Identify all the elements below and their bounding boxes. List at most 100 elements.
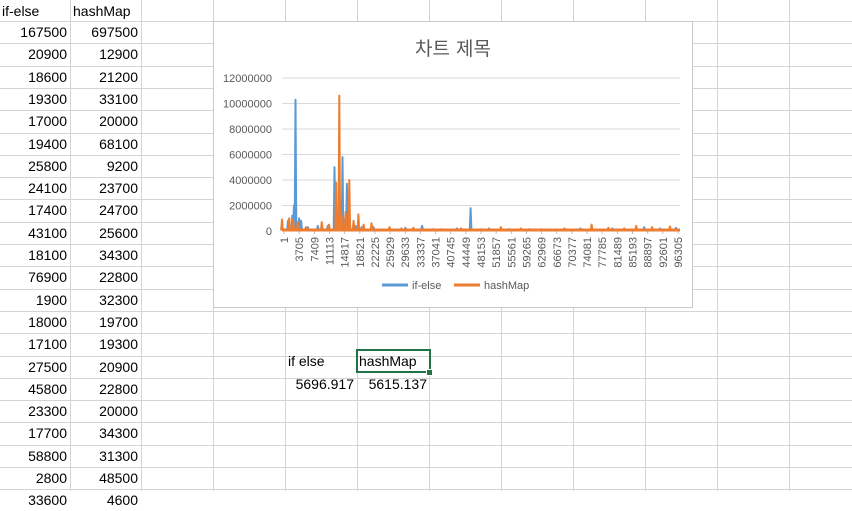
cell-if-else[interactable]: 20900 — [28, 46, 67, 62]
summary-label-hashmap[interactable]: hashMap — [356, 349, 431, 373]
cell-if-else[interactable]: 45800 — [28, 381, 67, 397]
row-gridline — [0, 467, 852, 468]
cell-hashmap[interactable]: 22800 — [99, 269, 138, 285]
legend-label: hashMap — [484, 280, 529, 292]
x-tick-label: 59265 — [521, 237, 533, 268]
row-gridline — [0, 378, 852, 379]
cell-hashmap[interactable]: 68100 — [99, 136, 138, 152]
row-gridline — [0, 445, 852, 446]
x-tick-label: 44449 — [461, 237, 473, 268]
cell-hashmap[interactable]: 33100 — [99, 91, 138, 107]
cell-if-else[interactable]: 18000 — [28, 314, 67, 330]
x-tick-label: 1 — [279, 237, 291, 243]
cell-if-else[interactable]: 19400 — [28, 136, 67, 152]
cell-if-else[interactable]: 2800 — [35, 470, 67, 486]
cell-hashmap[interactable]: 19700 — [99, 314, 138, 330]
x-tick-label: 48153 — [476, 237, 488, 268]
summary-value-hashmap[interactable]: 5615.137 — [368, 376, 427, 392]
summary-value-if-else[interactable]: 5696.917 — [295, 376, 354, 392]
cell-if-else[interactable]: 19300 — [28, 91, 67, 107]
chart-plot-area: 12000000 10000000 8000000 6000000 4000000 200… — [223, 73, 685, 292]
y-tick-label: 8000000 — [229, 124, 272, 136]
cell-hashmap[interactable]: 48500 — [99, 470, 138, 486]
x-tick-label: 11113 — [324, 237, 336, 265]
row-gridline — [0, 333, 852, 334]
cell-hashmap[interactable]: 32300 — [99, 292, 138, 308]
cell-hashmap[interactable]: 12900 — [99, 46, 138, 62]
chart-title: 차트 제목 — [415, 38, 491, 60]
x-tick-label: 66673 — [552, 237, 564, 268]
cell-hashmap[interactable]: 34300 — [99, 247, 138, 263]
row-gridline — [0, 489, 852, 490]
x-tick-label: 81489 — [612, 237, 624, 268]
line-chart[interactable]: 차트 제목 12000000 10000000 8000000 6000000 4000… — [213, 21, 693, 308]
cell-if-else[interactable]: 17700 — [28, 425, 67, 441]
y-tick-label: 2000000 — [229, 201, 272, 213]
x-tick-label: 22225 — [370, 237, 382, 268]
cell-hashmap[interactable]: 25600 — [99, 225, 138, 241]
cell-if-else[interactable]: 24100 — [28, 180, 67, 196]
x-tick-label: 96305 — [673, 237, 685, 268]
cell-if-else[interactable]: 167500 — [20, 24, 67, 40]
cell-if-else[interactable]: 17000 — [28, 113, 67, 129]
cell-hashmap[interactable]: 20000 — [99, 403, 138, 419]
x-tick-label: 77785 — [597, 237, 609, 268]
x-tick-label: 7409 — [309, 237, 321, 261]
y-tick-label: 6000000 — [229, 150, 272, 162]
cell-if-else[interactable]: 17100 — [28, 336, 67, 352]
y-tick-label: 0 — [266, 226, 272, 238]
summary-label-if-else[interactable]: if else — [288, 353, 325, 369]
cell-hashmap[interactable]: 23700 — [99, 180, 138, 196]
y-tick-label: 10000000 — [223, 99, 272, 111]
y-tick-label: 12000000 — [223, 73, 272, 85]
cell-if-else[interactable]: 76900 — [28, 269, 67, 285]
header-cell-hashmap[interactable]: hashMap — [73, 3, 131, 19]
row-gridline — [0, 400, 852, 401]
cell-if-else[interactable]: 17400 — [28, 202, 67, 218]
x-tick-label: 29633 — [400, 237, 412, 268]
x-tick-label: 92601 — [658, 237, 670, 268]
cell-if-else[interactable]: 27500 — [28, 359, 67, 375]
fill-handle[interactable] — [426, 369, 433, 376]
x-tick-label: 40745 — [446, 237, 458, 268]
column-gridline — [141, 0, 142, 491]
series-line-if-else — [280, 98, 680, 231]
cell-hashmap[interactable]: 20900 — [99, 359, 138, 375]
cell-hashmap[interactable]: 22800 — [99, 381, 138, 397]
cell-hashmap[interactable]: 4600 — [106, 492, 138, 508]
x-tick-label: 18521 — [355, 237, 367, 268]
x-tick-label: 88897 — [643, 237, 655, 268]
header-cell-if-else[interactable]: if-else — [2, 3, 40, 19]
x-tick-label: 74081 — [582, 237, 594, 268]
cell-if-else[interactable]: 33600 — [28, 492, 67, 508]
cell-if-else[interactable]: 1900 — [35, 292, 67, 308]
legend-label: if-else — [412, 280, 441, 292]
cell-hashmap[interactable]: 20000 — [99, 113, 138, 129]
cell-hashmap[interactable]: 697500 — [91, 24, 138, 40]
column-gridline — [717, 0, 718, 491]
cell-hashmap[interactable]: 34300 — [99, 425, 138, 441]
cell-hashmap[interactable]: 19300 — [99, 336, 138, 352]
cell-hashmap[interactable]: 31300 — [99, 448, 138, 464]
cell-hashmap[interactable]: 9200 — [106, 158, 138, 174]
x-tick-label: 62969 — [537, 237, 549, 268]
x-tick-label: 55561 — [506, 237, 518, 268]
cell-if-else[interactable]: 18100 — [28, 247, 67, 263]
column-gridline — [789, 0, 790, 491]
x-tick-label: 25929 — [385, 237, 397, 268]
x-tick-label: 51857 — [491, 237, 503, 268]
column-gridline — [70, 0, 71, 491]
x-tick-label: 70377 — [567, 237, 579, 268]
row-gridline — [0, 422, 852, 423]
x-tick-label: 37041 — [431, 237, 443, 268]
cell-if-else[interactable]: 18600 — [28, 69, 67, 85]
cell-hashmap[interactable]: 21200 — [99, 69, 138, 85]
y-tick-label: 4000000 — [229, 175, 272, 187]
cell-hashmap[interactable]: 24700 — [99, 202, 138, 218]
row-gridline — [0, 356, 852, 357]
cell-if-else[interactable]: 23300 — [28, 403, 67, 419]
cell-if-else[interactable]: 25800 — [28, 158, 67, 174]
x-tick-label: 14817 — [340, 237, 352, 268]
cell-if-else[interactable]: 58800 — [28, 448, 67, 464]
cell-if-else[interactable]: 43100 — [28, 225, 67, 241]
